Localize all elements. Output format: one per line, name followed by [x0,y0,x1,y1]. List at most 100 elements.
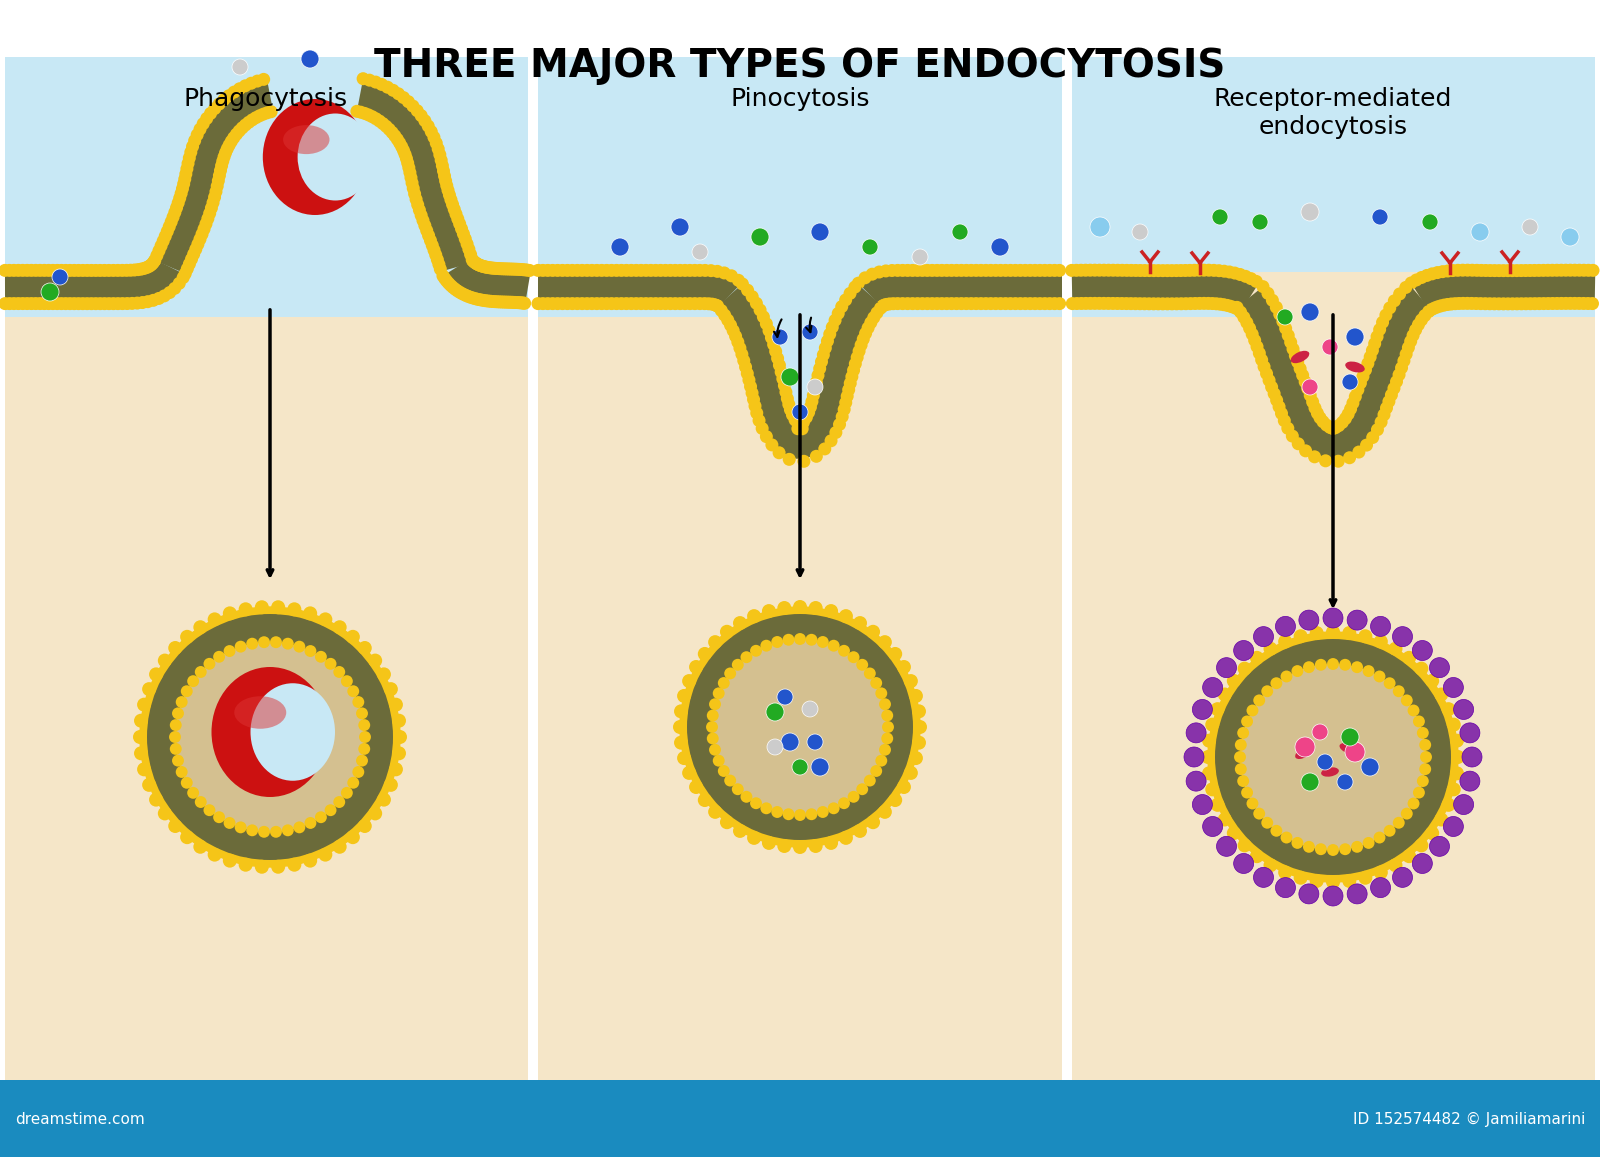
Circle shape [1306,396,1318,408]
Circle shape [1130,297,1142,310]
Circle shape [0,297,11,310]
Circle shape [475,259,488,273]
Circle shape [200,218,213,230]
Circle shape [1563,264,1576,277]
Circle shape [182,152,195,164]
Circle shape [187,248,200,260]
Circle shape [1258,360,1270,374]
Circle shape [1339,412,1352,425]
Circle shape [875,301,888,314]
Circle shape [1125,264,1138,277]
Circle shape [64,264,77,277]
Circle shape [1338,774,1354,790]
Circle shape [394,137,406,149]
Circle shape [781,734,798,751]
Circle shape [1205,782,1219,796]
Circle shape [698,297,710,310]
Circle shape [555,264,570,277]
Circle shape [862,239,878,255]
Circle shape [1120,264,1133,277]
Circle shape [1261,685,1274,698]
Circle shape [536,264,549,277]
Circle shape [576,264,589,277]
Circle shape [1384,302,1397,315]
Circle shape [483,261,498,274]
Circle shape [794,420,806,433]
Circle shape [794,600,806,614]
Circle shape [1014,264,1027,277]
Circle shape [222,89,235,102]
Circle shape [1442,798,1456,812]
Circle shape [1523,297,1538,310]
Circle shape [979,297,992,310]
Circle shape [1397,354,1411,368]
Circle shape [1098,297,1110,310]
Circle shape [1202,766,1216,780]
Circle shape [165,215,178,228]
Circle shape [1320,419,1333,432]
Circle shape [970,297,982,310]
Circle shape [1342,374,1358,390]
Circle shape [814,355,827,368]
Circle shape [866,267,878,281]
Circle shape [1221,299,1234,312]
Text: dreamstime.com: dreamstime.com [14,1112,144,1127]
Circle shape [403,165,416,179]
Circle shape [838,609,853,624]
Circle shape [1323,607,1342,628]
Circle shape [800,411,813,423]
Circle shape [1414,271,1429,283]
Circle shape [1387,294,1402,308]
Circle shape [1019,297,1032,310]
Circle shape [848,280,861,294]
Circle shape [352,697,365,708]
Ellipse shape [1339,743,1360,756]
Circle shape [624,264,638,277]
Circle shape [1218,299,1230,311]
Circle shape [1187,264,1202,277]
Circle shape [624,297,638,310]
Circle shape [187,676,198,687]
Circle shape [1080,297,1093,310]
Circle shape [493,263,506,275]
Circle shape [182,258,195,271]
Circle shape [467,256,482,268]
Circle shape [504,263,517,275]
Circle shape [258,108,270,120]
Circle shape [11,264,26,277]
Circle shape [824,835,838,850]
Circle shape [346,629,360,643]
Circle shape [115,297,130,310]
Circle shape [747,609,762,624]
Circle shape [920,297,934,310]
Circle shape [1379,309,1392,322]
Circle shape [347,685,358,698]
Circle shape [350,105,363,118]
Circle shape [384,778,398,791]
Circle shape [874,302,886,315]
Polygon shape [1238,286,1429,459]
Circle shape [718,266,731,280]
Circle shape [1442,265,1454,278]
Circle shape [586,297,598,310]
Circle shape [1010,264,1022,277]
Circle shape [1317,415,1330,428]
Circle shape [34,264,46,277]
Circle shape [1470,297,1483,310]
Circle shape [808,382,821,396]
Circle shape [1573,297,1586,310]
Circle shape [1456,264,1469,277]
Circle shape [960,264,973,277]
Circle shape [1445,297,1458,310]
Circle shape [134,714,149,728]
Circle shape [304,817,317,828]
Circle shape [1346,327,1363,346]
Circle shape [1394,685,1405,698]
Circle shape [1322,339,1338,355]
Circle shape [120,264,133,277]
Circle shape [1174,264,1187,277]
Circle shape [178,177,190,191]
Circle shape [1240,664,1426,850]
Circle shape [709,744,722,756]
Circle shape [318,612,333,626]
